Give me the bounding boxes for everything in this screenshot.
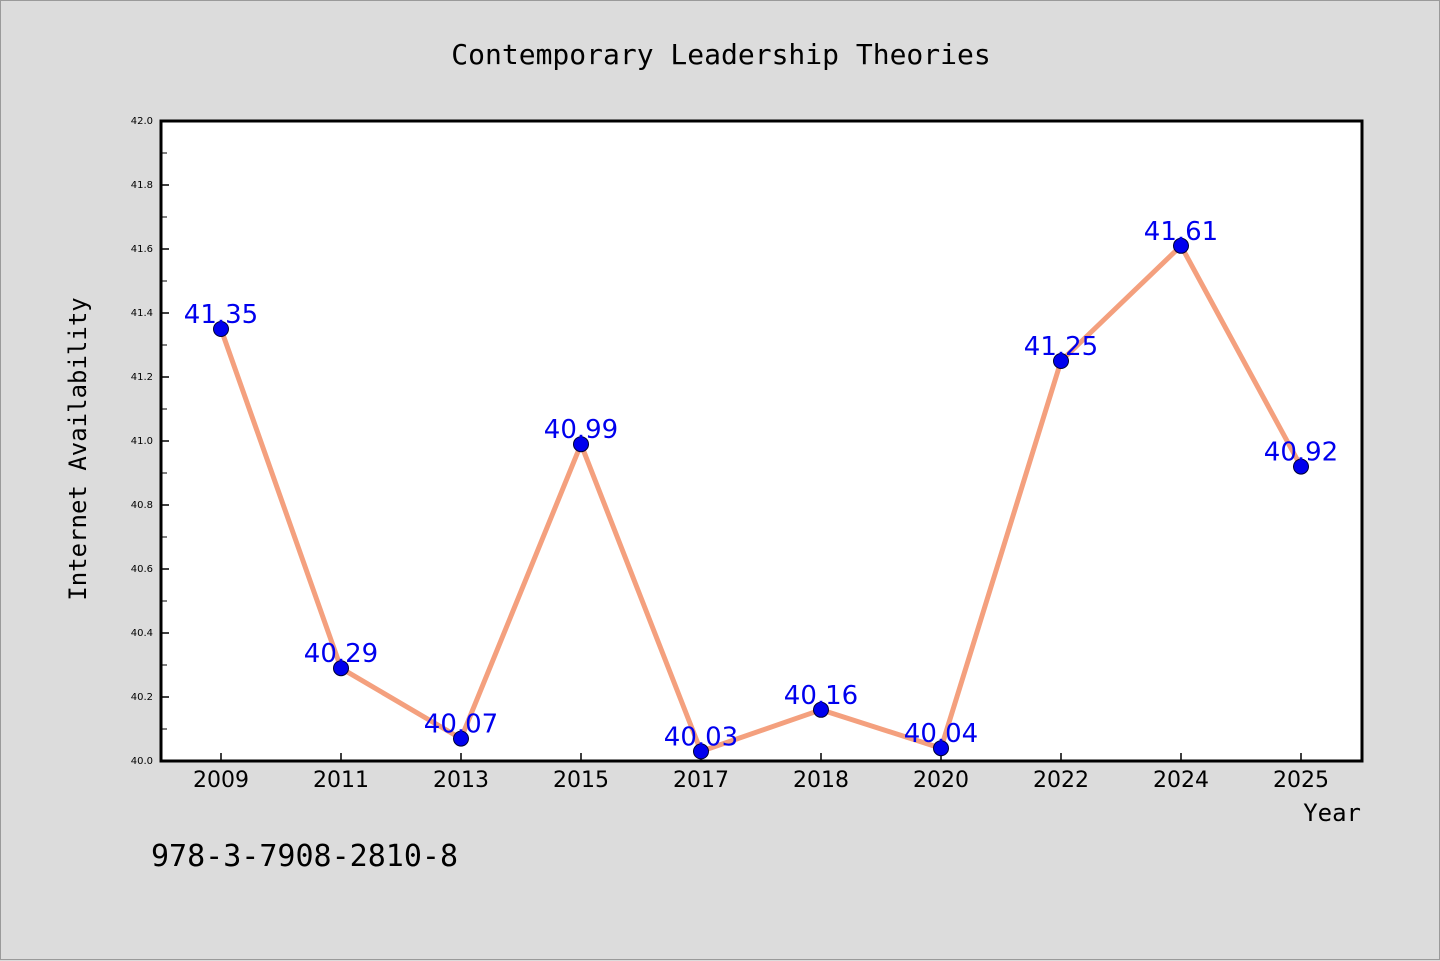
- x-tick-label: 2017: [673, 768, 729, 793]
- data-label: 40.99: [544, 415, 618, 445]
- data-point: [1173, 237, 1189, 254]
- x-tick-label: 2013: [433, 768, 489, 793]
- data-label: 41.35: [184, 300, 258, 330]
- y-tick-label: 42.0: [131, 116, 153, 127]
- x-axis: 2009 2011 2013 2015 2017 2018 2020 2022 2024 2025: [193, 753, 1329, 793]
- data-labels: 41.35 40.29 40.07 40.99 40.03 40.16 40.04 41.25…: [184, 217, 1338, 753]
- data-label: 40.07: [424, 710, 498, 740]
- data-point: [1053, 353, 1069, 369]
- y-tick-label: 40.6: [131, 564, 153, 575]
- isbn-text: 978-3-7908-2810-8: [151, 839, 458, 874]
- data-label: 40.92: [1264, 438, 1338, 468]
- y-tick-label: 41.0: [131, 436, 153, 447]
- x-tick-label: 2015: [553, 768, 609, 793]
- plot-area: [159, 119, 1364, 763]
- y-axis-label: Internet Availability: [64, 297, 92, 600]
- x-tick-label: 2018: [793, 768, 849, 793]
- data-label: 40.03: [664, 722, 738, 752]
- data-point: [573, 436, 589, 453]
- y-tick-label: 40.0: [131, 756, 153, 767]
- y-tick-label: 41.2: [131, 372, 153, 383]
- data-label: 40.04: [904, 719, 978, 749]
- data-point: [453, 730, 469, 747]
- y-tick-label: 40.2: [131, 692, 153, 703]
- y-axis: 40.0 40.2 40.4 40.6 40.8 41.0 41.2 41.4 41.6 41.8…: [131, 116, 169, 767]
- y-tick-label: 40.8: [131, 500, 153, 511]
- y-tick-label: 41.4: [131, 308, 153, 319]
- x-tick-label: 2011: [313, 768, 369, 793]
- x-tick-label: 2009: [193, 768, 249, 793]
- y-tick-label: 41.6: [131, 244, 153, 255]
- series-line: [218, 243, 1304, 754]
- chart-title: Contemporary Leadership Theories: [451, 38, 990, 71]
- data-label: 40.29: [304, 639, 378, 669]
- data-label: 41.61: [1144, 217, 1218, 247]
- data-point: [333, 660, 349, 677]
- y-tick-label: 40.4: [131, 628, 153, 639]
- x-tick-label: 2022: [1033, 768, 1089, 793]
- x-axis-label: Year: [1303, 799, 1361, 827]
- y-tick-label: 41.8: [131, 180, 153, 191]
- x-tick-label: 2020: [913, 768, 969, 793]
- x-tick-label: 2024: [1153, 768, 1209, 793]
- data-point: [693, 743, 709, 760]
- data-markers: [213, 237, 1309, 760]
- data-label: 41.25: [1024, 332, 1098, 362]
- x-tick-label: 2025: [1273, 768, 1329, 793]
- data-point: [1293, 458, 1309, 475]
- data-point: [813, 701, 829, 718]
- data-point: [213, 321, 229, 337]
- data-label: 40.16: [784, 681, 858, 711]
- data-point: [933, 740, 949, 757]
